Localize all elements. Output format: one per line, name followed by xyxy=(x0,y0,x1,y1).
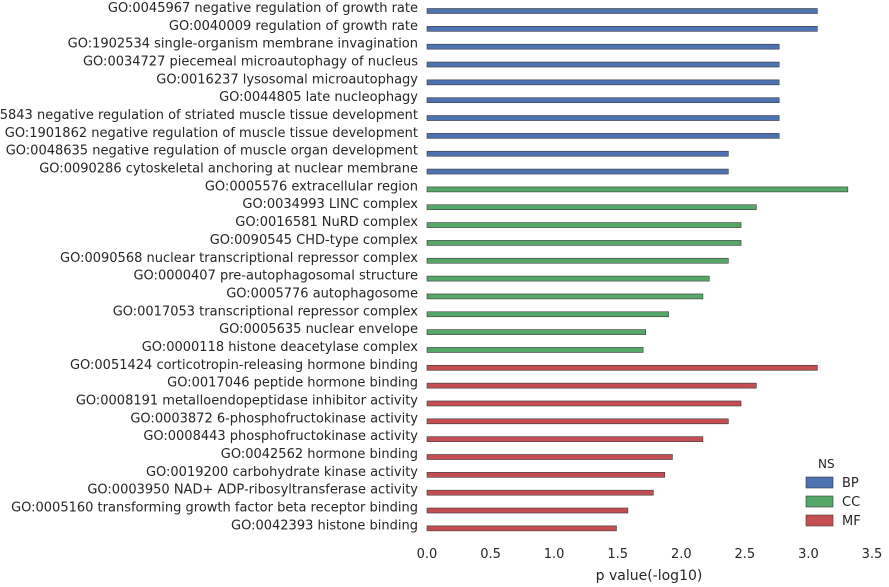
category-label: GO:0008191 metalloendopeptidase inhibito… xyxy=(76,393,418,408)
bar-cc xyxy=(426,204,757,211)
category-label: GO:0005776 autophagosome xyxy=(226,286,418,301)
category-label: GO:0017046 peptide hormone binding xyxy=(167,376,418,391)
category-label: GO:0003950 NAD+ ADP-ribosyltransferase a… xyxy=(87,483,418,498)
legend-swatch-mf xyxy=(805,514,834,527)
category-label: GO:0017053 transcriptional repressor com… xyxy=(113,304,419,319)
bar-cc xyxy=(426,293,704,300)
bar-cc xyxy=(426,311,669,318)
bar-bp xyxy=(426,8,818,14)
x-tick-label: 0.5 xyxy=(480,547,501,562)
category-label: GO:1902534 single-organism membrane inva… xyxy=(68,37,418,52)
x-tick-label: 2.0 xyxy=(671,547,692,562)
category-label: GO:0034993 LINC complex xyxy=(242,197,418,212)
category-label: GO:0016237 lysosomal microautophagy xyxy=(156,72,418,87)
bar-cc xyxy=(426,240,742,246)
category-label: GO:0044805 late nucleophagy xyxy=(219,90,418,105)
x-tick-label: 3.5 xyxy=(862,547,883,562)
category-label: GO:0034727 piecemeal microautophagy of n… xyxy=(83,55,418,70)
category-label: GO:0090568 nuclear transcriptional repre… xyxy=(60,251,418,266)
category-label: GO:0008443 phosphofructokinase activity xyxy=(143,429,418,444)
x-tick-label: 3.0 xyxy=(798,547,819,562)
category-labels: GO:0045967 negative regulation of growth… xyxy=(0,1,418,533)
category-label: GO:0090286 cytoskeletal anchoring at nuc… xyxy=(39,162,418,177)
bar-mf xyxy=(426,418,729,425)
bar-bp xyxy=(426,133,780,139)
category-label: GO:0016581 NuRD complex xyxy=(235,215,418,230)
category-label: GO:0048635 negative regulation of muscle… xyxy=(6,144,418,159)
x-tick-label: 1.5 xyxy=(607,547,628,562)
legend-swatch-cc xyxy=(805,495,834,508)
bar-cc xyxy=(426,186,849,193)
category-label: GO:0042393 histone binding xyxy=(231,518,418,533)
category-label: GO:0042562 hormone binding xyxy=(221,447,418,462)
x-axis-title: p value(-log10) xyxy=(596,568,703,584)
bar-mf xyxy=(426,382,757,389)
bar-mf xyxy=(426,489,654,496)
bar-cc xyxy=(426,275,710,282)
x-axis: 0.0 0.5 1.0 1.5 2.0 2.5 3.0 3.5 xyxy=(417,547,883,562)
category-label: GO:0000407 pre-autophagosomal structure xyxy=(133,269,418,284)
bar-cc xyxy=(426,222,742,228)
bar-mf xyxy=(426,507,629,514)
category-label: GO:0051424 corticotropin-releasing hormo… xyxy=(70,358,418,373)
category-label: GO:0005635 nuclear envelope xyxy=(219,322,418,337)
legend-label: MF xyxy=(842,514,861,529)
category-label: GO:0005160 transforming growth factor be… xyxy=(11,501,418,516)
bar-cc xyxy=(426,257,729,264)
category-label: GO:0045843 negative regulation of striat… xyxy=(0,108,418,123)
legend-label: CC xyxy=(842,495,860,510)
bar-bp xyxy=(426,168,729,175)
x-tick-label: 0.0 xyxy=(417,547,438,562)
category-label: GO:0019200 carbohydrate kinase activity xyxy=(146,465,418,480)
bar-bp xyxy=(426,115,780,121)
x-tick-label: 1.0 xyxy=(544,547,565,562)
bar-bp xyxy=(426,150,729,157)
bars-layer xyxy=(426,8,849,532)
bar-mf xyxy=(426,525,617,532)
category-label: GO:0000118 histone deacetylase complex xyxy=(142,340,419,355)
bar-cc xyxy=(426,347,644,353)
bar-bp xyxy=(426,26,818,32)
category-label: GO:0045967 negative regulation of growth… xyxy=(108,1,418,16)
legend: NS BP CC MF xyxy=(805,457,861,529)
bar-mf xyxy=(426,454,673,460)
category-label: GO:1901862 negative regulation of muscle… xyxy=(5,126,418,141)
bar-mf xyxy=(426,436,704,442)
bar-bp xyxy=(426,97,780,103)
category-label: GO:0040009 regulation of growth rate xyxy=(169,19,418,34)
bar-bp xyxy=(426,79,780,86)
legend-title: NS xyxy=(818,457,835,471)
category-label: GO:0090545 CHD-type complex xyxy=(210,233,419,248)
category-label: GO:0003872 6-phosphofructokinase activit… xyxy=(130,411,418,426)
category-label: GO:0005576 extracellular region xyxy=(205,179,418,194)
x-tick-label: 2.5 xyxy=(735,547,756,562)
bar-mf xyxy=(426,400,742,407)
bar-bp xyxy=(426,61,780,68)
bar-cc xyxy=(426,329,646,335)
bar-mf xyxy=(426,472,666,478)
bar-bp xyxy=(426,43,780,50)
legend-swatch-bp xyxy=(805,476,834,489)
legend-label: BP xyxy=(842,476,859,491)
bar-mf xyxy=(426,364,818,371)
